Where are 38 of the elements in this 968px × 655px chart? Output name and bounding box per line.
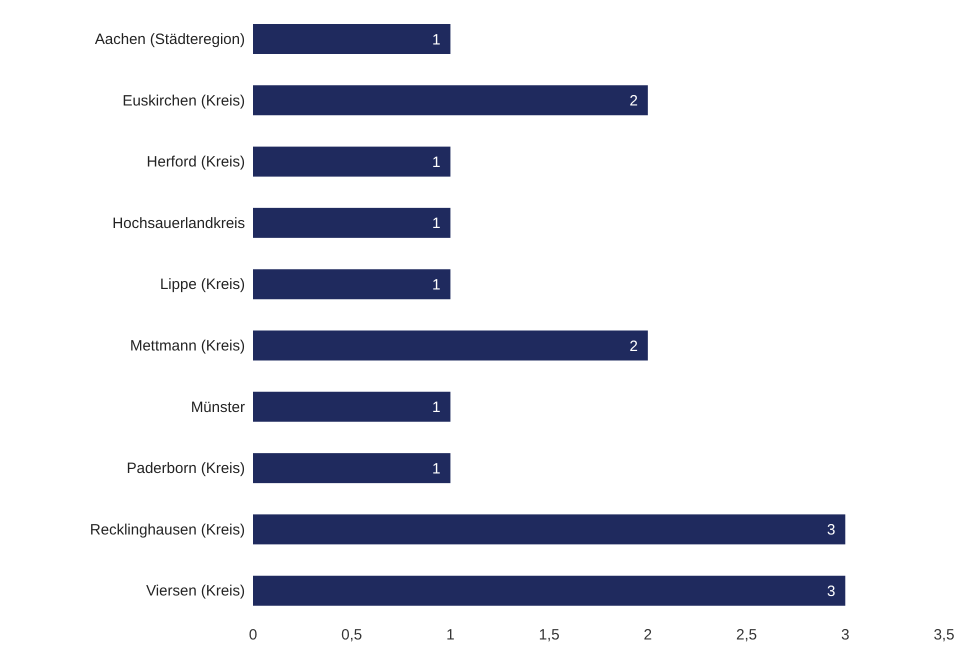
data-label: 1 [432,276,440,294]
bar [253,330,648,360]
bar [253,514,846,544]
bar [253,208,450,238]
x-tick-label: 1,5 [538,626,560,644]
data-label: 1 [432,460,440,478]
bar [253,453,450,484]
bar [253,269,450,300]
x-tick-label: 0,5 [341,626,362,644]
y-tick-label: Paderborn (Kreis) [126,460,245,478]
x-tick-label: 0 [248,626,258,644]
y-tick-label: Aachen (Städteregion) [94,30,245,48]
y-tick-label: Recklinghausen (Kreis) [90,521,245,538]
x-tick-label: 3 [841,626,850,644]
data-label: 3 [826,522,836,539]
x-tick-label: 1 [446,626,455,644]
data-label: 2 [630,92,638,110]
data-label: 1 [432,215,440,232]
y-tick-label: Lippe (Kreis) [160,276,245,294]
bar [253,146,450,177]
data-label: 3 [826,583,836,600]
y-tick-label: Euskirchen (Kreis) [122,92,245,110]
bar [253,576,846,606]
bar [253,24,450,54]
y-tick-label: Hochsauerlandkreis [112,214,245,232]
data-label: 1 [432,399,440,416]
data-label: 2 [630,338,638,355]
x-tick-label: 3,5 [934,626,954,644]
y-tick-label: Viersen (Kreis) [146,582,246,600]
x-tick-label: 2,5 [736,626,757,644]
data-label: 1 [432,31,440,48]
bar [253,392,450,422]
data-label: 1 [432,154,440,171]
y-tick-label: Münster [190,398,245,416]
y-tick-label: Herford (Kreis) [146,154,245,171]
x-tick-label: 2 [644,626,652,644]
y-tick-label: Mettmann (Kreis) [130,337,245,354]
bar [253,85,648,116]
